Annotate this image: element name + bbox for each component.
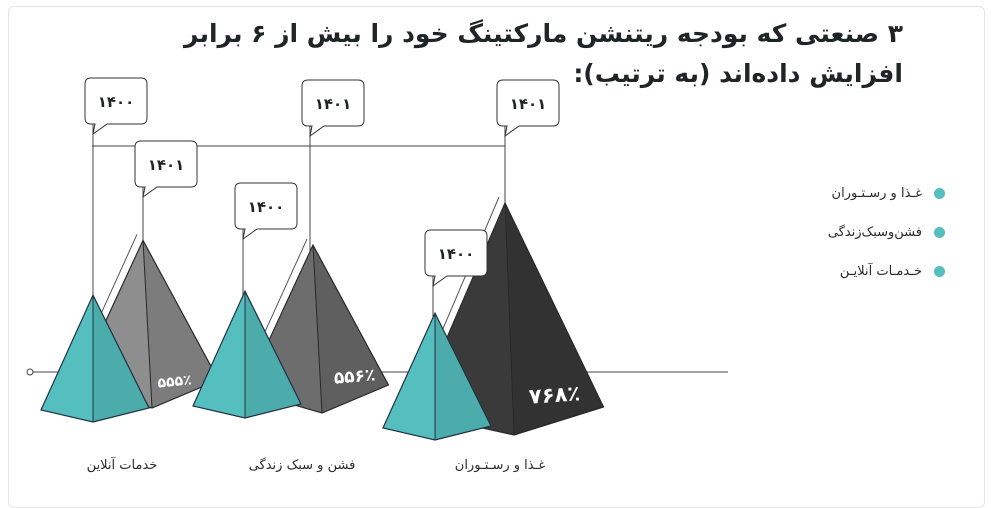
year-bubble-base: ۱۴۰۰ bbox=[234, 182, 298, 241]
pyramid-group-2: ۵۵۶٪ ۱۴۰۰ ۱۴۰۱ bbox=[192, 79, 390, 419]
year-bubble-base: ۱۴۰۰ bbox=[84, 77, 148, 136]
bubble-shape bbox=[424, 229, 488, 288]
base-pyramid-shaded-face bbox=[93, 295, 150, 422]
category-label-fashion: فشن و سبک زندگی bbox=[248, 458, 356, 473]
value-label: ۷۶۸٪ bbox=[528, 381, 581, 409]
year-bubble-growth: ۱۴۰۱ bbox=[134, 140, 198, 199]
baseline-origin-marker bbox=[26, 368, 34, 376]
bubble-shape bbox=[134, 140, 198, 199]
legend: غـذا و رسـتـوران فشن‌وسبک‌زندگی خـدمـات … bbox=[828, 174, 945, 291]
pyramid-ridge bbox=[312, 245, 323, 414]
legend-item-food: غـذا و رسـتـوران bbox=[828, 174, 945, 213]
category-label-food: غـذا و رسـتـوران bbox=[454, 458, 546, 473]
legend-label: خـدمـات آنلایـن bbox=[839, 264, 922, 279]
base-pyramid-shaded-face bbox=[245, 291, 302, 418]
pyramid-shaded-face bbox=[143, 240, 219, 408]
legend-item-fashion: فشن‌وسبک‌زندگی bbox=[828, 213, 945, 252]
pyramid-group-1: ۵۵۵٪ ۱۴۰۰ ۱۴۰۱ bbox=[40, 77, 220, 423]
bubble-label: ۱۴۰۰ bbox=[438, 245, 475, 263]
legend-dot bbox=[934, 188, 945, 199]
bubble-label: ۱۴۰۱ bbox=[148, 156, 185, 174]
legend-dot bbox=[934, 266, 945, 277]
pyramid-ridge bbox=[142, 240, 153, 409]
bubble-shape bbox=[496, 79, 560, 138]
year-bubble-growth: ۱۴۰۱ bbox=[301, 79, 365, 138]
bubble-label: ۱۴۰۰ bbox=[248, 198, 285, 216]
base-pyramid-shaded-face bbox=[435, 313, 492, 440]
chart-title: ۳ صنعتی که بودجه ریتنشن مارکتینگ خود را … bbox=[184, 19, 903, 88]
bubble-shape bbox=[234, 182, 298, 241]
value-label: ۵۵۶٪ bbox=[333, 365, 376, 389]
year-bubble-growth: ۱۴۰۱ bbox=[496, 79, 560, 138]
bubble-label: ۱۴۰۱ bbox=[510, 95, 547, 113]
bubble-label: ۱۴۰۰ bbox=[98, 93, 135, 111]
legend-label: غـذا و رسـتـوران bbox=[831, 186, 922, 201]
legend-label: فشن‌وسبک‌زندگی bbox=[827, 225, 922, 240]
bubble-shape bbox=[84, 77, 148, 136]
year-bubble-base: ۱۴۰۰ bbox=[424, 229, 488, 288]
pyramid-group-3: ۷۶۸٪ ۱۴۰۰ ۱۴۰۱ bbox=[382, 79, 605, 441]
pyramid-ridge bbox=[504, 202, 515, 436]
pyramid-shaded-face bbox=[505, 203, 604, 435]
pyramid-shaded-face bbox=[313, 245, 389, 413]
legend-item-online: خـدمـات آنلایـن bbox=[828, 252, 945, 291]
bubble-label: ۱۴۰۱ bbox=[315, 95, 352, 113]
value-label: ۵۵۵٪ bbox=[157, 372, 193, 391]
legend-dot bbox=[934, 227, 945, 238]
category-label-online-services: خدمات آنلاین bbox=[86, 458, 158, 473]
bubble-shape bbox=[301, 79, 365, 138]
